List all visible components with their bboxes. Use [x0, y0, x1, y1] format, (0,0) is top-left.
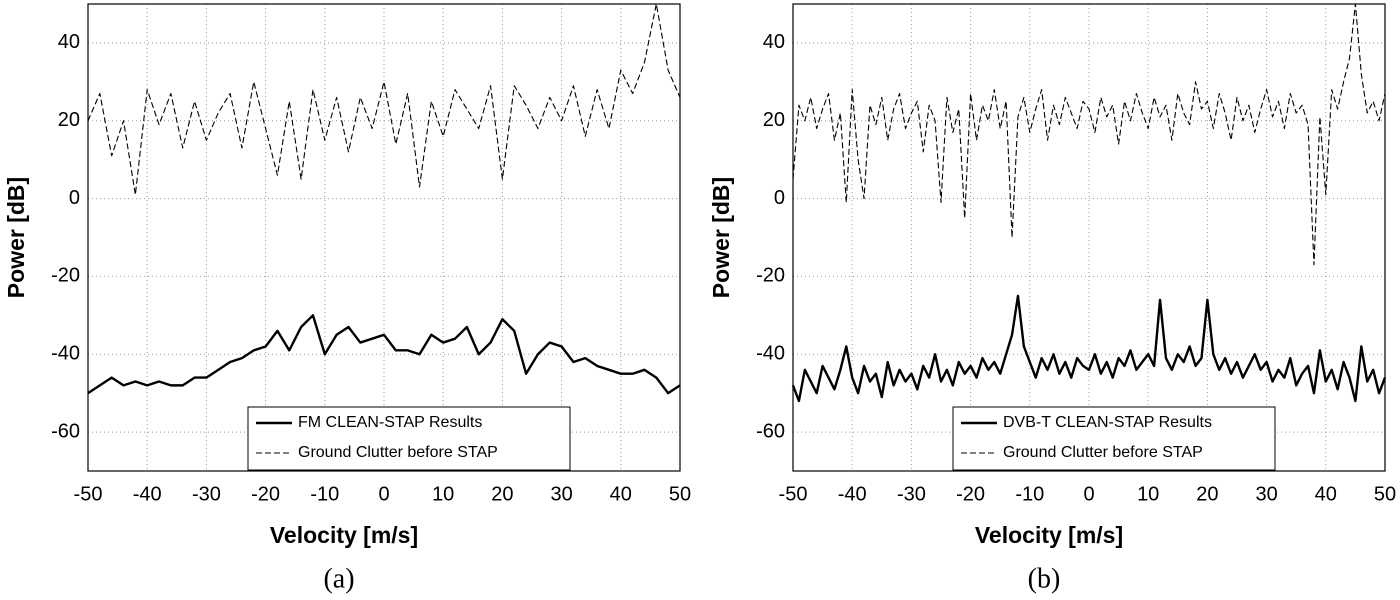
series-line	[87, 314, 681, 395]
legend-box	[247, 406, 571, 471]
x-tick-label: 50	[669, 483, 691, 505]
x-tick-label: 0	[1083, 483, 1094, 505]
x-tick-label: -20	[251, 483, 280, 505]
x-tick-label: 20	[1196, 483, 1218, 505]
y-tick-label: -20	[756, 265, 785, 287]
y-tick-label: 0	[774, 187, 785, 209]
caption: (a)	[323, 563, 354, 594]
x-tick-label: -50	[779, 483, 808, 505]
x-tick-label: -10	[1015, 483, 1044, 505]
x-tick-label: 30	[550, 483, 572, 505]
x-tick-label: 40	[1315, 483, 1337, 505]
legend: DVB-T CLEAN-STAP Results Ground Clutter b…	[952, 406, 1276, 471]
legend-label: Ground Clutter before STAP	[298, 444, 498, 461]
x-tick-label: 10	[1137, 483, 1159, 505]
legend-label: Ground Clutter before STAP	[1003, 444, 1203, 461]
x-tick-label: -30	[897, 483, 926, 505]
x-tick-label: 0	[378, 483, 389, 505]
caption: (b)	[1028, 563, 1061, 594]
y-tick-label: -60	[51, 420, 80, 442]
y-tick-label: 20	[58, 109, 80, 131]
series-line	[791, 294, 1387, 403]
y-tick-label: 20	[763, 109, 785, 131]
x-tick-label: 20	[491, 483, 513, 505]
x-tick-label: 40	[610, 483, 632, 505]
x-tick-label: -30	[192, 483, 221, 505]
series-line	[87, 3, 681, 196]
x-tick-label: -10	[310, 483, 339, 505]
x-tick-label: 10	[432, 483, 454, 505]
y-tick-label: -20	[51, 265, 80, 287]
plot-frame	[792, 3, 1386, 472]
x-axis-label: Velocity [m/s]	[270, 522, 418, 548]
y-tick-label: -40	[756, 343, 785, 365]
x-axis-label: Velocity [m/s]	[975, 522, 1123, 548]
legend-box	[952, 406, 1276, 471]
legend-label: FM CLEAN-STAP Results	[298, 414, 482, 431]
y-tick-label: 0	[69, 187, 80, 209]
y-axis-label: Power [dB]	[708, 177, 734, 298]
y-tick-label: 40	[763, 31, 785, 53]
plot-frame	[87, 3, 681, 472]
legend: FM CLEAN-STAP Results Ground Clutter befo…	[247, 406, 571, 471]
y-tick-label: -60	[756, 420, 785, 442]
y-axis-label: Power [dB]	[3, 177, 29, 298]
y-tick-label: 40	[58, 31, 80, 53]
x-tick-label: -20	[956, 483, 985, 505]
x-tick-label: -40	[133, 483, 162, 505]
x-tick-label: 50	[1374, 483, 1396, 505]
series-line	[792, 3, 1386, 266]
legend-label: DVB-T CLEAN-STAP Results	[1003, 414, 1212, 431]
x-tick-label: 30	[1255, 483, 1277, 505]
x-tick-label: -40	[838, 483, 867, 505]
x-tick-label: -50	[74, 483, 103, 505]
y-tick-label: -40	[51, 343, 80, 365]
